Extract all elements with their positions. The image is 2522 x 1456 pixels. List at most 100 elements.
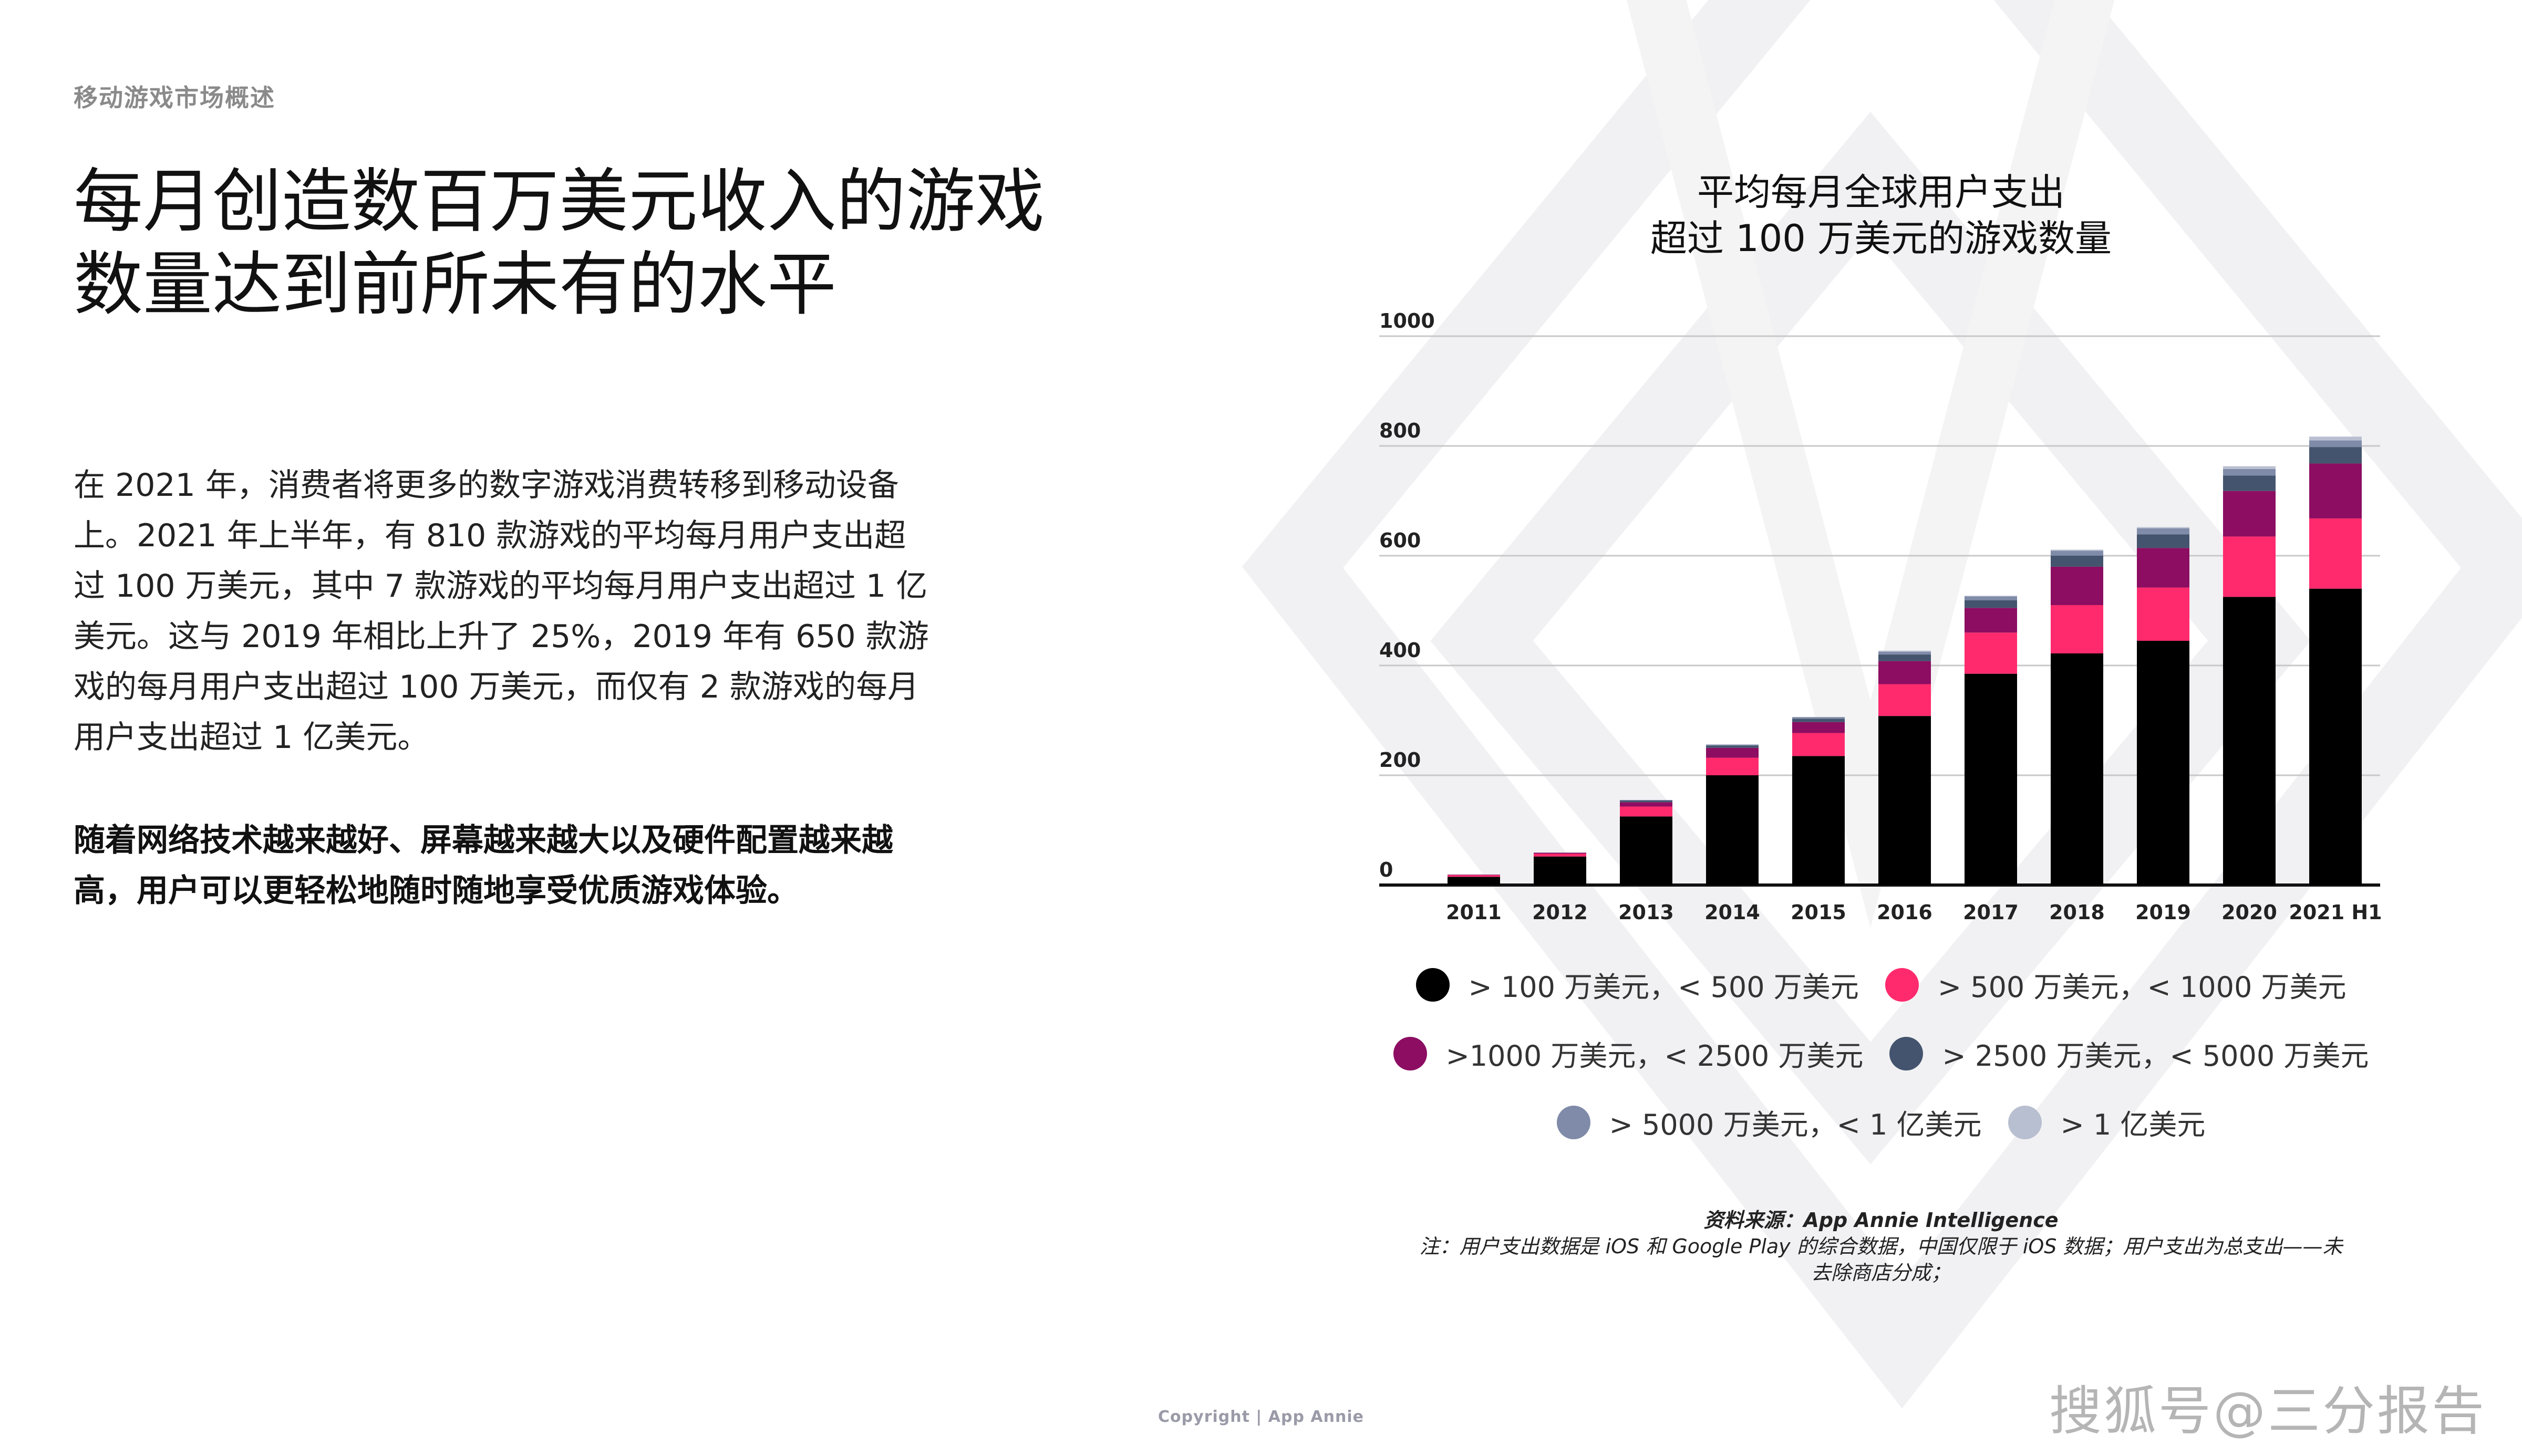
bar-segment-2018-series-6 <box>2051 549 2103 551</box>
legend-label: > 2500 万美元，< 5000 万美元 <box>1942 1039 2369 1073</box>
bar-segment-2015-series-5 <box>1792 717 1845 719</box>
x-tick-label: 2017 <box>1963 901 2019 924</box>
bar-segment-2021-H1-series-6 <box>2309 436 2362 441</box>
legend-item: > 2500 万美元，< 5000 万美元 <box>1889 1033 2369 1074</box>
bar-segment-2020-series-1 <box>2223 597 2276 885</box>
legend-swatch <box>1556 1105 1590 1139</box>
bar-segment-2014-series-2 <box>1706 757 1759 775</box>
bar-segment-2016-series-3 <box>1878 661 1931 684</box>
chart-legend: > 100 万美元，< 500 万美元 > 500 万美元，< 1000 万美元 … <box>1366 964 2396 1170</box>
legend-swatch <box>1393 1036 1427 1070</box>
bar-segment-2014-series-1 <box>1706 775 1759 885</box>
bar-segment-2020-series-4 <box>2223 475 2276 491</box>
x-tick-label: 2012 <box>1532 901 1588 924</box>
y-tick-label: 200 <box>1379 748 1421 772</box>
bar-segment-2017-series-5 <box>1965 596 2017 600</box>
bar-segment-2021-H1-series-1 <box>2309 588 2362 885</box>
bar-segment-2018-series-1 <box>2051 653 2103 885</box>
body-paragraph-1: 在 2021 年，消费者将更多的数字游戏消费转移到移动设备上。2021 年上半年… <box>74 467 929 756</box>
legend-swatch <box>1885 968 1919 1002</box>
y-tick-label: 800 <box>1379 419 1421 442</box>
bar-segment-2018-series-3 <box>2051 566 2103 606</box>
note-line: 注：用户支出数据是 iOS 和 Google Play 的综合数据，中国仅限于 … <box>1419 1235 2343 1284</box>
x-tick-label: 2021 H1 <box>2289 901 2382 924</box>
legend-label: > 500 万美元，< 1000 万美元 <box>1937 971 2347 1004</box>
bar-segment-2013-series-4 <box>1620 800 1672 803</box>
bar-segment-2019-series-2 <box>2137 587 2189 641</box>
chart-title-line-2: 超过 100 万美元的游戏数量 <box>1650 217 2112 260</box>
bar-segment-2021-H1-series-5 <box>2309 440 2362 448</box>
bar-segment-2016-series-4 <box>1878 654 1931 661</box>
bar-segment-2016-series-1 <box>1878 716 1931 885</box>
section-label: 移动游戏市场概述 <box>74 84 275 112</box>
source-line: 资料来源：App Annie Intelligence <box>1703 1209 2059 1232</box>
legend-swatch <box>1889 1036 1924 1070</box>
x-tick-label: 2016 <box>1877 901 1932 924</box>
x-tick-label: 2019 <box>2135 901 2191 924</box>
bar-segment-2021-H1-series-4 <box>2309 447 2362 464</box>
bar-segment-2020-series-5 <box>2223 469 2276 476</box>
y-tick-label: 600 <box>1379 529 1421 552</box>
bar-segment-2015-series-4 <box>1792 719 1845 722</box>
legend-row: > 5000 万美元，< 1 亿美元 > 1 亿美元 <box>1366 1101 2396 1143</box>
bar-segment-2014-series-5 <box>1706 744 1759 746</box>
copyright-footer: Copyright | App Annie <box>1158 1408 1364 1426</box>
legend-row: >1000 万美元，< 2500 万美元 > 2500 万美元，< 5000 万美… <box>1366 1033 2396 1074</box>
legend-swatch <box>1415 968 1450 1002</box>
bar-segment-2018-series-4 <box>2051 556 2103 567</box>
bar-segment-2021-H1-series-2 <box>2309 518 2362 589</box>
x-tick-label: 2011 <box>1446 901 1502 924</box>
legend-row: > 100 万美元，< 500 万美元 > 500 万美元，< 1000 万美元 <box>1366 964 2396 1005</box>
bar-segment-2014-series-4 <box>1706 745 1759 748</box>
x-tick-label: 2018 <box>2049 901 2105 924</box>
legend-item: > 100 万美元，< 500 万美元 <box>1415 964 1859 1005</box>
legend-item: > 5000 万美元，< 1 亿美元 <box>1556 1101 1982 1143</box>
bar-segment-2019-series-5 <box>2137 528 2189 535</box>
bar-segment-2017-series-1 <box>1965 673 2017 885</box>
bar-segment-2020-series-2 <box>2223 536 2276 597</box>
bar-segment-2014-series-3 <box>1706 747 1759 758</box>
bar-segment-2015-series-1 <box>1792 756 1845 885</box>
bar-segment-2012-series-1 <box>1534 856 1586 885</box>
x-tick-label: 2020 <box>2221 901 2277 924</box>
bar-segment-2017-series-2 <box>1965 632 2017 674</box>
legend-label: > 5000 万美元，< 1 亿美元 <box>1609 1108 1982 1141</box>
y-tick-label: 1000 <box>1379 309 1435 332</box>
bar-segment-2011-series-1 <box>1448 877 1500 885</box>
legend-item: > 1 亿美元 <box>2008 1101 2206 1143</box>
legend-item: > 500 万美元，< 1000 万美元 <box>1885 964 2347 1005</box>
y-tick-label: 0 <box>1379 858 1393 881</box>
legend-item: >1000 万美元，< 2500 万美元 <box>1393 1033 1864 1074</box>
bar-segment-2019-series-3 <box>2137 548 2189 588</box>
x-tick-label: 2014 <box>1704 901 1760 924</box>
x-tick-label: 2013 <box>1618 901 1674 924</box>
body-paragraph-2: 随着网络技术越来越好、屏幕越来越大以及硬件配置越来越高，用户可以更轻松地随时随地… <box>74 822 893 909</box>
chart-title: 平均每月全球用户支出 超过 100 万美元的游戏数量 <box>1471 169 2291 262</box>
bar-segment-2019-series-6 <box>2137 527 2189 528</box>
bar-segment-2017-series-4 <box>1965 600 2017 608</box>
legend-swatch <box>2008 1105 2042 1139</box>
bar-segment-2013-series-2 <box>1620 806 1672 817</box>
x-tick-label: 2015 <box>1791 901 1846 924</box>
legend-label: > 100 万美元，< 500 万美元 <box>1468 971 1859 1004</box>
bar-segment-2013-series-3 <box>1620 802 1672 807</box>
bar-segment-2020-series-3 <box>2223 491 2276 537</box>
legend-label: >1000 万美元，< 2500 万美元 <box>1445 1039 1864 1073</box>
bar-segment-2015-series-3 <box>1792 722 1845 733</box>
legend-label: > 1 亿美元 <box>2060 1108 2206 1141</box>
sohu-watermark: 搜狐号@三分报告 <box>2049 1380 2486 1442</box>
bar-segment-2019-series-1 <box>2137 640 2189 885</box>
bar-segment-2019-series-4 <box>2137 534 2189 548</box>
bar-segment-2020-series-6 <box>2223 466 2276 469</box>
page-headline: 每月创造数百万美元收入的游戏数量达到前所未有的水平 <box>74 161 1045 325</box>
chart-title-line-1: 平均每月全球用户支出 <box>1697 171 2065 214</box>
bar-segment-2016-series-2 <box>1878 684 1931 716</box>
bar-segment-2017-series-3 <box>1965 608 2017 633</box>
bar-segment-2015-series-2 <box>1792 733 1845 756</box>
bar-segment-2021-H1-series-3 <box>2309 463 2362 518</box>
bar-segment-2016-series-6 <box>1878 650 1931 652</box>
bar-segment-2016-series-5 <box>1878 651 1931 655</box>
bar-segment-2018-series-2 <box>2051 605 2103 654</box>
